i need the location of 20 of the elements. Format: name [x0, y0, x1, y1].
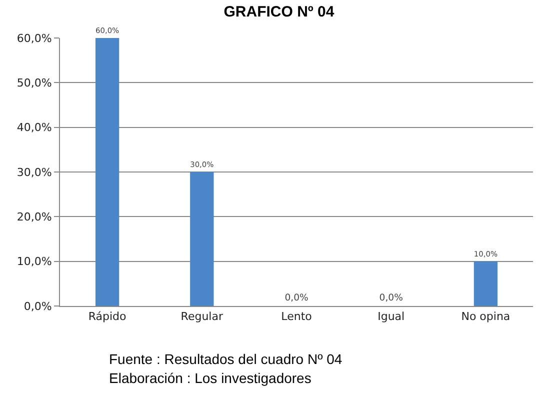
- x-tick-label: Igual: [378, 310, 405, 324]
- x-tick-label: Regular: [180, 310, 224, 324]
- bar: [190, 172, 214, 306]
- chart-title: GRAFICO Nº 04: [224, 4, 335, 21]
- y-tick-label: 40,0%: [16, 121, 52, 134]
- bar: [95, 38, 120, 306]
- x-tick-label: No opina: [461, 310, 510, 324]
- y-tick-label: 0,0%: [24, 300, 52, 313]
- x-tick-label: Rápido: [88, 310, 127, 324]
- y-tick-label: 20,0%: [16, 210, 52, 224]
- source-note: Fuente : Resultados del cuadro Nº 04: [109, 351, 342, 367]
- x-tick-label: Lento: [281, 310, 312, 324]
- y-tick-label: 50,0%: [16, 76, 52, 90]
- y-tick-label: 10,0%: [16, 255, 52, 268]
- text: Elaboración : Los investigadores: [109, 370, 312, 386]
- y-tick-label: 30,0%: [16, 166, 52, 179]
- bar: [474, 261, 498, 306]
- y-tick-label: 60,0%: [16, 32, 52, 45]
- data-label: 0,0%: [379, 292, 404, 304]
- data-label: 0,0%: [284, 292, 308, 304]
